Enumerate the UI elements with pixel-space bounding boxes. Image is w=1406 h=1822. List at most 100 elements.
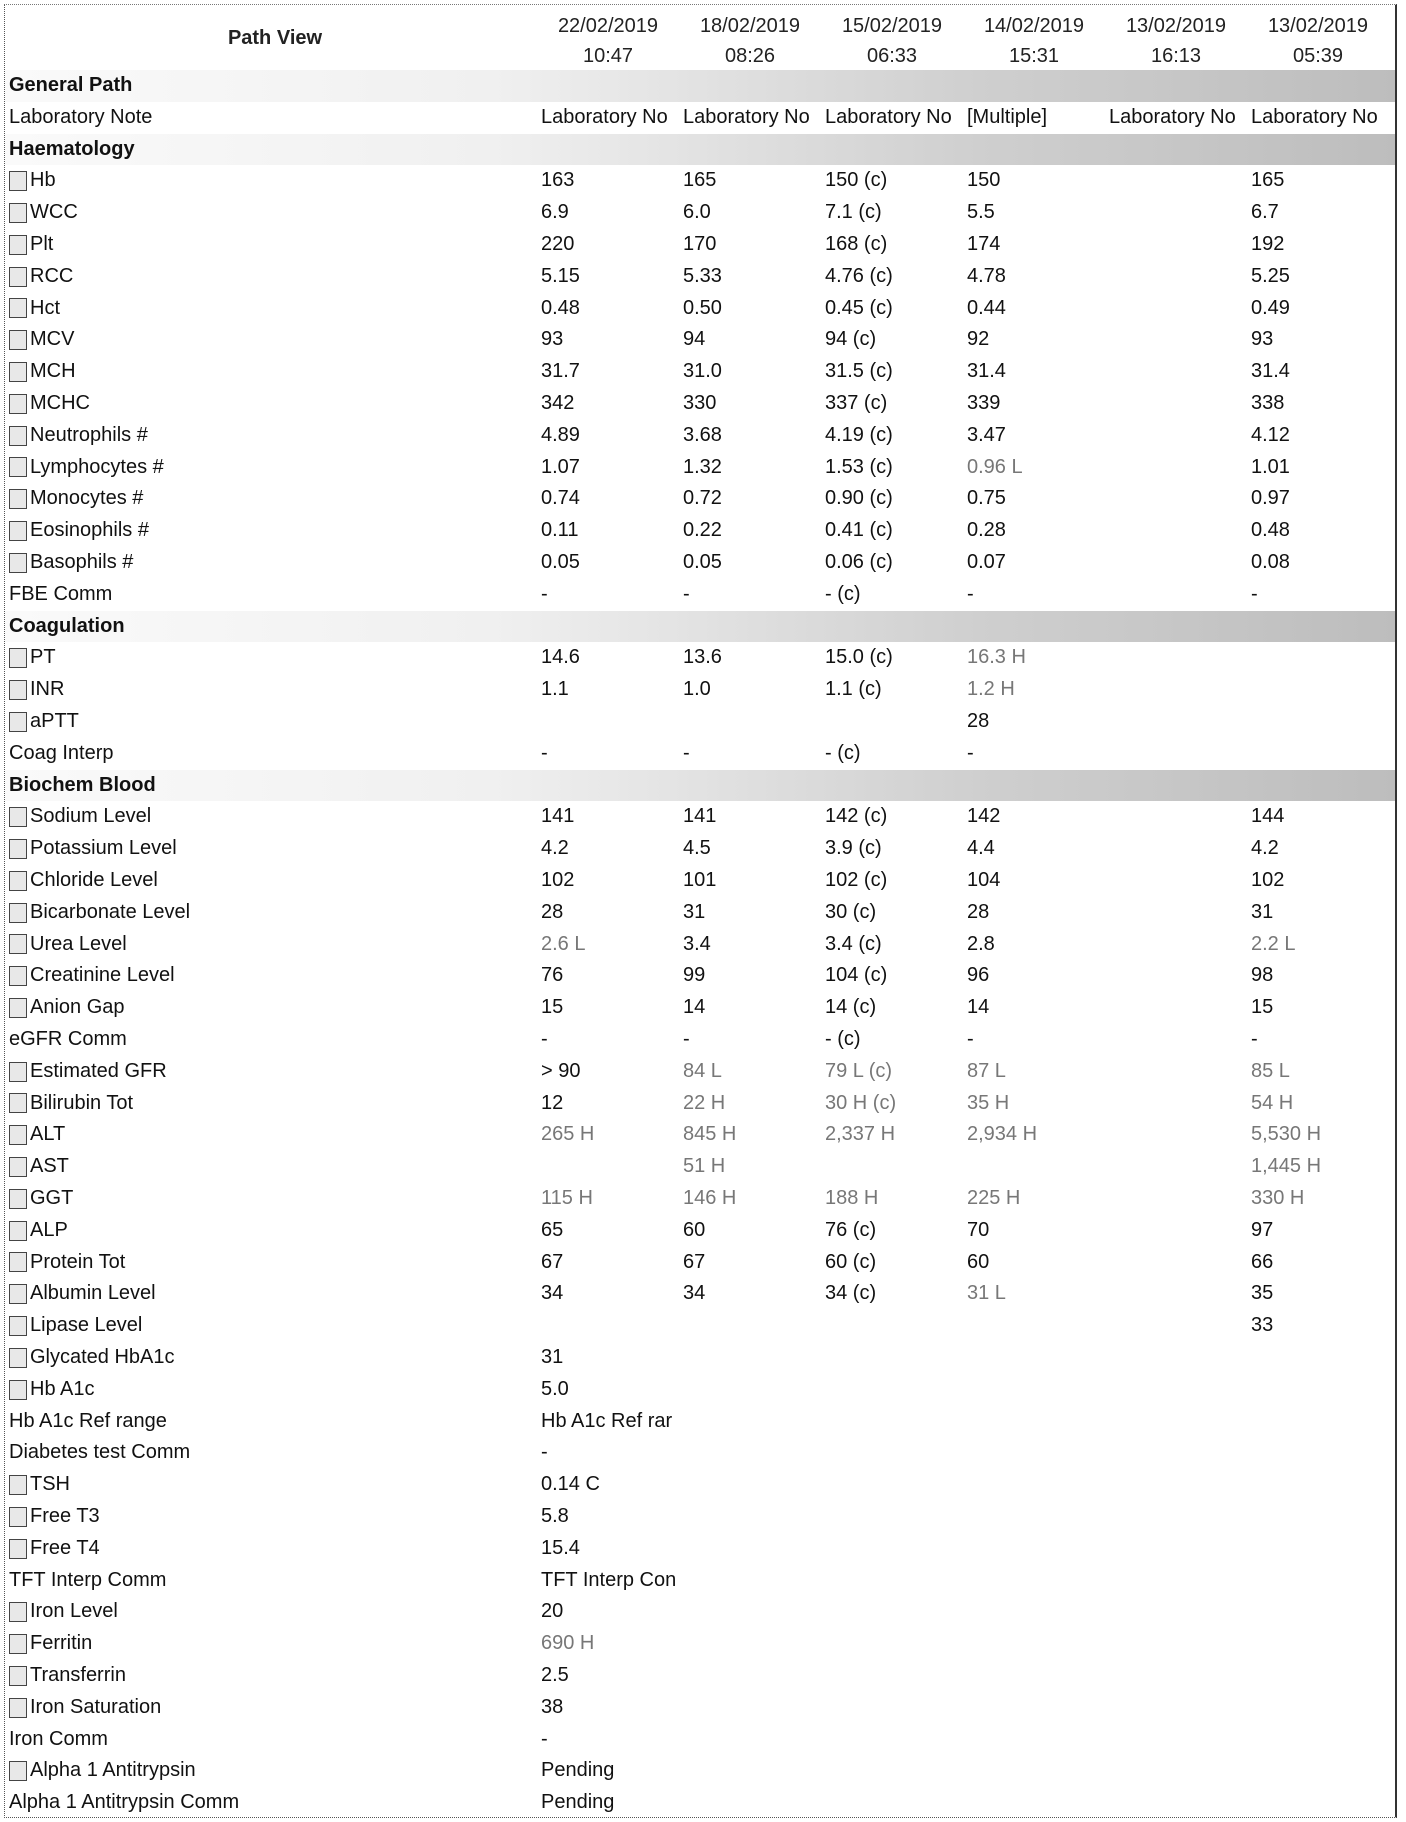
column-header-datetime[interactable]: 14/02/2019 15:31 — [963, 11, 1105, 71]
result-cell[interactable]: 0.08 — [1251, 551, 1290, 573]
row-checkbox[interactable] — [9, 1761, 27, 1782]
row-checkbox[interactable] — [9, 1538, 27, 1559]
row-checkbox[interactable] — [9, 1125, 27, 1146]
result-cell[interactable]: Laboratory No — [541, 105, 668, 128]
result-cell[interactable]: 0.97 — [1251, 487, 1290, 510]
row-checkbox[interactable] — [9, 966, 27, 987]
result-cell[interactable]: [Multiple] — [967, 105, 1048, 128]
result-cell[interactable]: 31.4 — [1251, 360, 1290, 383]
row-checkbox[interactable] — [9, 1697, 27, 1718]
row-checkbox[interactable] — [9, 902, 27, 923]
result-cell[interactable]: 14 (c) — [825, 996, 877, 1019]
result-cell[interactable]: 3.68 — [683, 423, 722, 446]
result-cell[interactable]: 163 — [541, 169, 575, 192]
result-cell[interactable]: 0.41 (c) — [825, 519, 893, 542]
result-cell[interactable]: 65 — [541, 1218, 564, 1241]
column-header-datetime[interactable]: 15/02/2019 06:33 — [821, 11, 963, 71]
result-cell[interactable]: 51 H — [683, 1155, 726, 1178]
result-cell[interactable]: 94 (c) — [825, 328, 877, 351]
column-header-datetime[interactable]: 22/02/2019 10:47 — [537, 11, 679, 71]
result-cell[interactable]: 97 — [1251, 1218, 1274, 1241]
result-cell[interactable]: - (c) — [825, 1028, 861, 1050]
result-cell[interactable]: 337 (c) — [825, 392, 888, 414]
result-cell[interactable]: 1.1 (c) — [825, 678, 882, 701]
row-checkbox[interactable] — [9, 1634, 27, 1655]
row-checkbox[interactable] — [9, 266, 27, 287]
result-cell[interactable]: 84 L — [683, 1059, 722, 1082]
result-cell[interactable]: 1.32 — [683, 455, 722, 478]
result-cell[interactable]: 342 — [541, 392, 575, 414]
result-cell[interactable]: 104 (c) — [825, 964, 888, 987]
result-cell[interactable]: 141 — [683, 805, 717, 828]
row-checkbox[interactable] — [9, 1220, 27, 1241]
result-cell[interactable]: - — [683, 741, 690, 764]
row-checkbox[interactable] — [9, 489, 27, 510]
result-cell[interactable]: 146 H — [683, 1187, 737, 1209]
result-cell[interactable]: - — [1251, 1028, 1258, 1050]
row-checkbox[interactable] — [9, 1506, 27, 1527]
result-cell[interactable]: 4.12 — [1251, 423, 1290, 446]
result-cell[interactable]: - (c) — [825, 741, 861, 764]
row-checkbox[interactable] — [9, 998, 27, 1019]
result-cell[interactable]: 104 — [967, 869, 1001, 891]
result-cell[interactable]: 0.49 — [1251, 296, 1290, 319]
result-cell[interactable]: 0.75 — [967, 487, 1006, 510]
result-cell[interactable]: 690 H — [541, 1632, 595, 1655]
result-cell[interactable]: 22 H — [683, 1091, 726, 1114]
row-checkbox[interactable] — [9, 1665, 27, 1686]
result-cell[interactable]: 150 (c) — [825, 169, 888, 192]
result-cell[interactable]: 28 — [541, 900, 564, 923]
result-cell[interactable]: 2,337 H — [825, 1123, 896, 1146]
result-cell[interactable]: 4.4 — [967, 837, 995, 860]
result-cell[interactable]: 20 — [541, 1600, 564, 1623]
result-cell[interactable]: 34 — [541, 1282, 564, 1305]
result-cell[interactable]: 0.45 (c) — [825, 296, 893, 319]
result-cell[interactable]: 220 — [541, 233, 575, 255]
result-cell[interactable]: 165 — [683, 169, 717, 192]
result-cell[interactable]: 2,934 H — [967, 1123, 1038, 1146]
result-cell[interactable]: 0.06 (c) — [825, 551, 893, 573]
result-cell[interactable]: 5.0 — [541, 1377, 569, 1400]
result-cell[interactable]: 4.19 (c) — [825, 423, 893, 446]
result-cell[interactable]: 102 — [541, 869, 575, 891]
result-cell[interactable]: 34 (c) — [825, 1282, 877, 1305]
result-cell[interactable]: 168 (c) — [825, 233, 888, 255]
result-cell[interactable]: 1.01 — [1251, 455, 1290, 478]
result-cell[interactable]: 0.14 C — [541, 1473, 600, 1496]
row-checkbox[interactable] — [9, 711, 27, 732]
result-cell[interactable]: 0.05 — [683, 551, 722, 573]
result-cell[interactable]: 845 H — [683, 1123, 737, 1146]
result-cell[interactable]: 4.2 — [541, 837, 569, 860]
row-checkbox[interactable] — [9, 870, 27, 891]
result-cell[interactable]: 2.2 L — [1251, 932, 1296, 955]
result-cell[interactable]: 31 — [683, 900, 706, 923]
row-checkbox[interactable] — [9, 171, 27, 192]
result-cell[interactable]: 99 — [683, 964, 706, 987]
result-cell[interactable]: 54 H — [1251, 1091, 1294, 1114]
result-cell[interactable]: - — [541, 1028, 548, 1050]
result-cell[interactable]: 33 — [1251, 1314, 1274, 1337]
result-cell[interactable]: 38 — [541, 1695, 564, 1718]
result-cell[interactable]: 5.25 — [1251, 264, 1290, 287]
result-cell[interactable]: - — [541, 1727, 548, 1750]
result-cell[interactable]: 85 L — [1251, 1059, 1290, 1082]
column-header-datetime[interactable]: 13/02/2019 16:13 — [1105, 11, 1247, 71]
result-cell[interactable]: 28 — [967, 900, 990, 923]
result-cell[interactable]: Laboratory No — [683, 105, 810, 128]
result-cell[interactable]: 2.5 — [541, 1664, 569, 1686]
result-cell[interactable]: - — [541, 1441, 548, 1464]
result-cell[interactable]: 5.8 — [541, 1505, 569, 1527]
result-cell[interactable]: 98 — [1251, 964, 1274, 987]
result-cell[interactable]: 31 — [1251, 900, 1274, 923]
result-cell[interactable]: 4.2 — [1251, 837, 1279, 860]
result-cell[interactable]: 70 — [967, 1218, 990, 1241]
result-cell[interactable]: 93 — [1251, 328, 1274, 351]
result-cell[interactable]: 225 H — [967, 1187, 1021, 1209]
result-cell[interactable]: - — [967, 582, 974, 605]
result-cell[interactable]: 79 L (c) — [825, 1059, 893, 1082]
result-cell[interactable]: 1.0 — [683, 678, 711, 701]
result-cell[interactable]: Laboratory No — [1109, 105, 1236, 128]
row-checkbox[interactable] — [9, 521, 27, 542]
result-cell[interactable]: 31.4 — [967, 360, 1006, 383]
result-cell[interactable]: 144 — [1251, 805, 1285, 828]
